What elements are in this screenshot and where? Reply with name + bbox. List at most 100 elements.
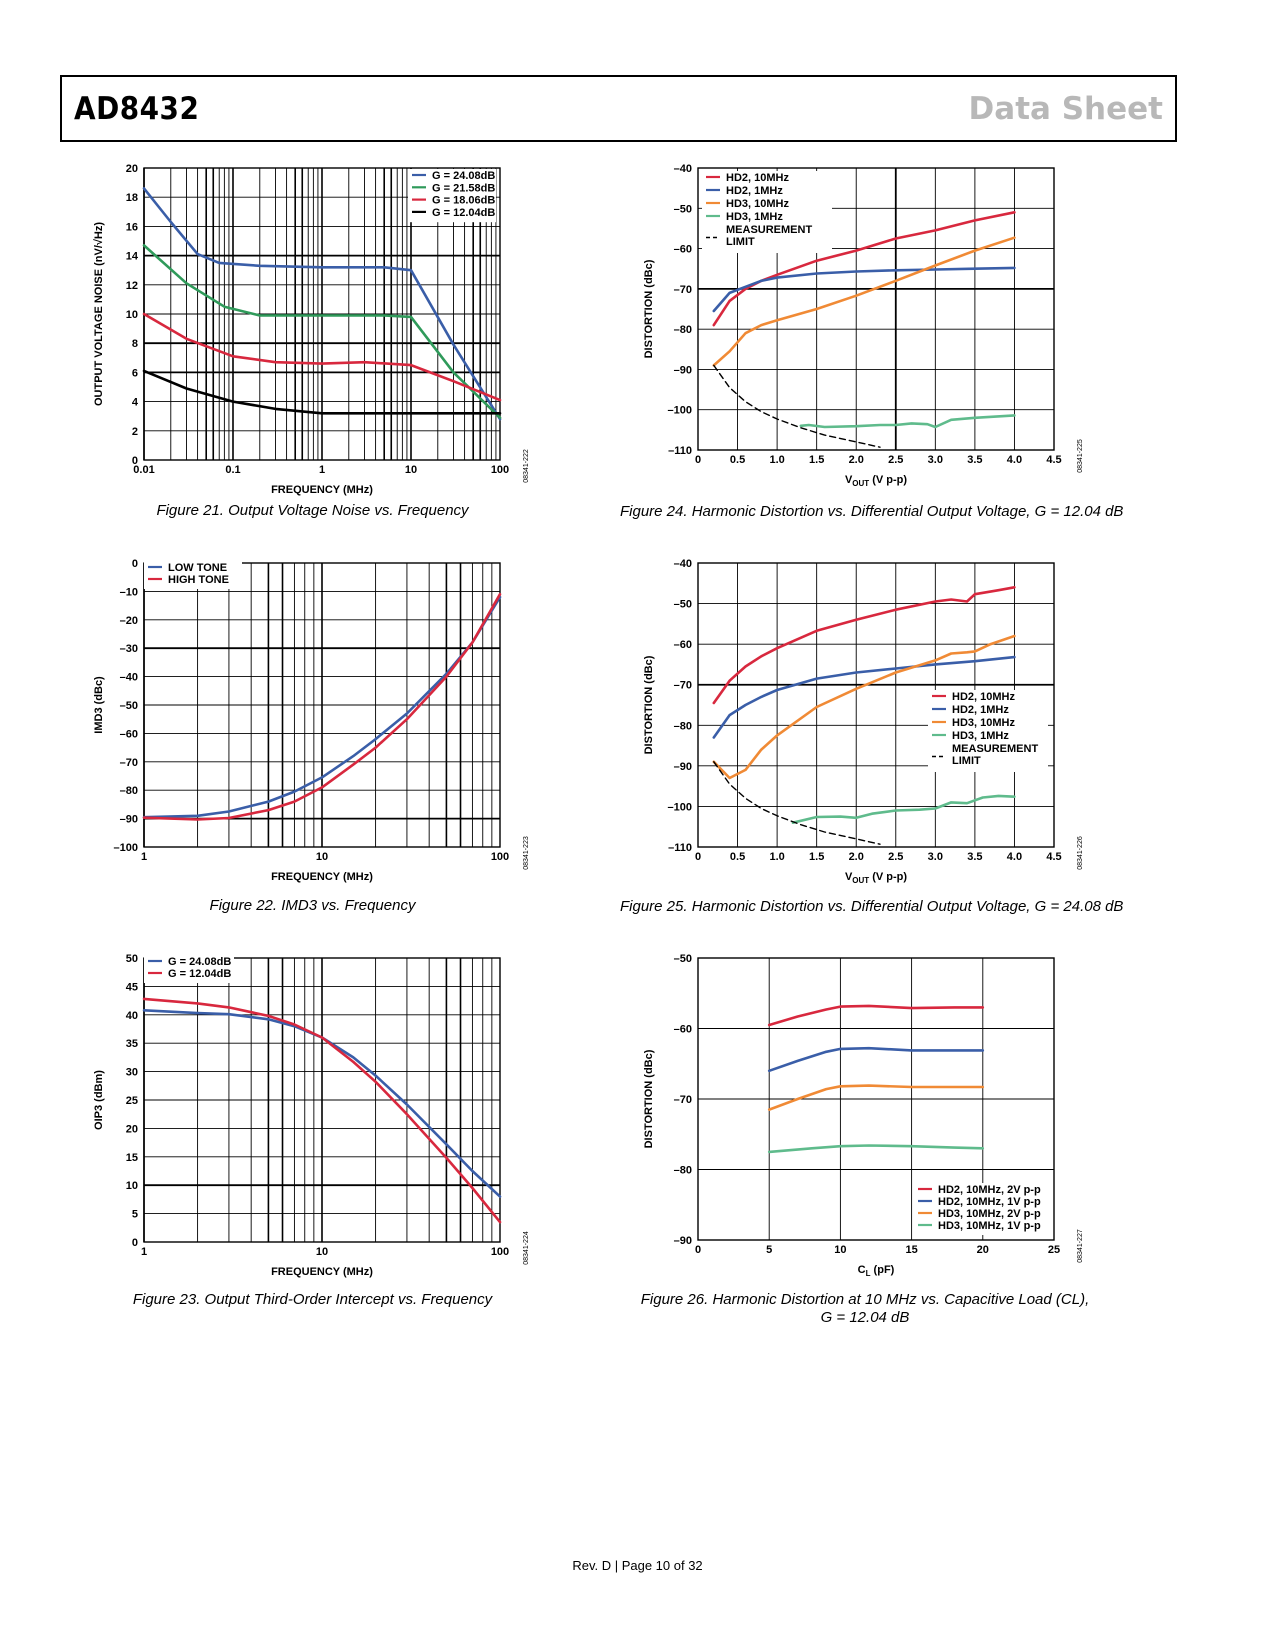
- x-tick-label: 10: [316, 1246, 328, 1258]
- y-tick-label: 15: [126, 1152, 138, 1164]
- series-line: [767, 1004, 985, 1027]
- y-axis-label: OIP3 (dBm): [93, 1070, 105, 1130]
- series-group: [712, 210, 1016, 448]
- series-group: [142, 187, 502, 421]
- x-tick-label: 25: [1048, 1244, 1060, 1256]
- legend-label: LOW TONE: [168, 562, 227, 574]
- y-tick-label: –100: [114, 842, 138, 854]
- y-tick-label: 14: [126, 251, 139, 263]
- y-tick-label: –40: [120, 672, 138, 684]
- x-tick-label: 1.0: [769, 454, 784, 466]
- y-tick-label: –50: [120, 700, 138, 712]
- y-tick-label: –60: [674, 1024, 692, 1036]
- y-tick-label: –30: [120, 643, 138, 655]
- y-tick-label: 10: [126, 1180, 138, 1192]
- x-tick-label: 3.0: [928, 454, 943, 466]
- y-tick-label: –50: [674, 203, 692, 215]
- legend-label: LIMIT: [952, 755, 981, 767]
- figure-21: 0 2 4 6 8 10 12 14 16 18 20 0.01 0.1 1 10 100 FREQUENCY …: [90, 160, 540, 500]
- legend-label: HD2, 1MHz: [726, 185, 783, 197]
- series-line: [142, 187, 502, 421]
- y-tick-label: –60: [120, 728, 138, 740]
- series-line: [142, 1008, 502, 1198]
- y-tick-label: 40: [126, 1010, 138, 1022]
- y-tick-label: 10: [126, 309, 138, 321]
- x-tick-label: 0: [695, 454, 701, 466]
- legend-box: [928, 690, 1048, 772]
- x-tick-label: 100: [491, 464, 509, 476]
- legend-label: G = 21.58dB: [432, 182, 495, 194]
- x-axis-label: FREQUENCY (MHz): [271, 871, 373, 883]
- series-group: [142, 592, 502, 821]
- chart-svg: –110 –100 –90 –80 –70 –60 –50 –40 0 0.5 1.0 1.5 2.0 2…: [643, 163, 1084, 488]
- series-line: [712, 266, 1016, 313]
- x-tick-label: 15: [905, 1244, 917, 1256]
- y-tick-label: –80: [674, 720, 692, 732]
- y-tick-label: –70: [674, 284, 692, 296]
- y-tick-label: 18: [126, 192, 138, 204]
- x-tick-label: 3.5: [967, 454, 982, 466]
- y-tick-label: –50: [674, 953, 692, 965]
- x-tick-label: 3.0: [928, 851, 943, 863]
- plot-frame: [697, 957, 1055, 1241]
- caption-figure-22: Figure 22. IMD3 vs. Frequency: [209, 897, 416, 914]
- x-tick-label: 2.5: [888, 851, 903, 863]
- y-tick-label: –10: [120, 586, 138, 598]
- y-tick-label: 35: [126, 1038, 138, 1050]
- series-line: [767, 1084, 985, 1111]
- y-tick-label: 16: [126, 221, 138, 233]
- series-line: [142, 592, 502, 821]
- legend-box: [702, 171, 832, 253]
- gridlines: [143, 957, 500, 1243]
- legend-box: [408, 169, 496, 223]
- figure-code: 08341-226: [1077, 836, 1084, 870]
- series-group: [767, 1004, 985, 1154]
- y-tick-label: –90: [120, 814, 138, 826]
- figure-22: –100 –90 –80 –70 –60 –50 –40 –30 –20 –10 0 1 10 100 FR…: [90, 555, 540, 895]
- x-tick-label: 1: [141, 1246, 147, 1258]
- x-tick-label: 10: [834, 1244, 846, 1256]
- y-tick-label: –70: [674, 680, 692, 692]
- x-axis-label: FREQUENCY (MHz): [271, 1266, 373, 1278]
- series-group: [142, 997, 502, 1224]
- chart-svg: –110 –100 –90 –80 –70 –60 –50 –40 0 0.5 1.0 1.5 2.0 2…: [643, 558, 1084, 885]
- y-tick-label: –40: [674, 558, 692, 570]
- y-tick-label: –80: [674, 324, 692, 336]
- series-line: [712, 210, 1016, 327]
- page-header: AD8432 Data Sheet: [60, 75, 1177, 142]
- legend-label: HD2, 10MHz, 2V p-p: [938, 1184, 1041, 1196]
- y-tick-label: 45: [126, 981, 138, 993]
- series-line: [713, 364, 881, 448]
- y-tick-label: –80: [674, 1165, 692, 1177]
- y-axis-label: DISTORTION (dBc): [643, 1049, 655, 1148]
- legend-label: HD2, 10MHz, 1V p-p: [938, 1196, 1041, 1208]
- y-tick-label: 6: [132, 367, 138, 379]
- legend-box: [144, 955, 234, 983]
- plot-frame: [697, 167, 1055, 451]
- y-tick-label: –100: [668, 801, 692, 813]
- y-tick-label: 12: [126, 280, 138, 292]
- y-tick-label: 0: [132, 455, 138, 467]
- chart-svg: 0 5 10 15 20 25 30 35 40 45 50 1 10 100 FREQUENCY (MHz…: [93, 953, 530, 1278]
- x-tick-label: 4.5: [1046, 454, 1061, 466]
- legend-label: HD3, 1MHz: [726, 211, 783, 223]
- doc-type: Data Sheet: [968, 91, 1163, 127]
- legend-label: HD3, 10MHz: [952, 717, 1015, 729]
- series-line: [712, 634, 1016, 780]
- y-tick-label: –60: [674, 639, 692, 651]
- chart-svg: 0 2 4 6 8 10 12 14 16 18 20 0.01 0.1 1 10 100 FREQUENCY …: [93, 163, 530, 496]
- y-tick-label: –90: [674, 364, 692, 376]
- x-tick-label: 1.5: [809, 454, 824, 466]
- y-tick-label: 0: [132, 1237, 138, 1249]
- legend-label: G = 24.08dB: [432, 170, 495, 182]
- x-tick-label: 1: [141, 851, 147, 863]
- x-tick-label: 100: [491, 1246, 509, 1258]
- legend-label: HIGH TONE: [168, 574, 229, 586]
- legend-label: G = 24.08dB: [168, 956, 231, 968]
- x-tick-label: 5: [766, 1244, 772, 1256]
